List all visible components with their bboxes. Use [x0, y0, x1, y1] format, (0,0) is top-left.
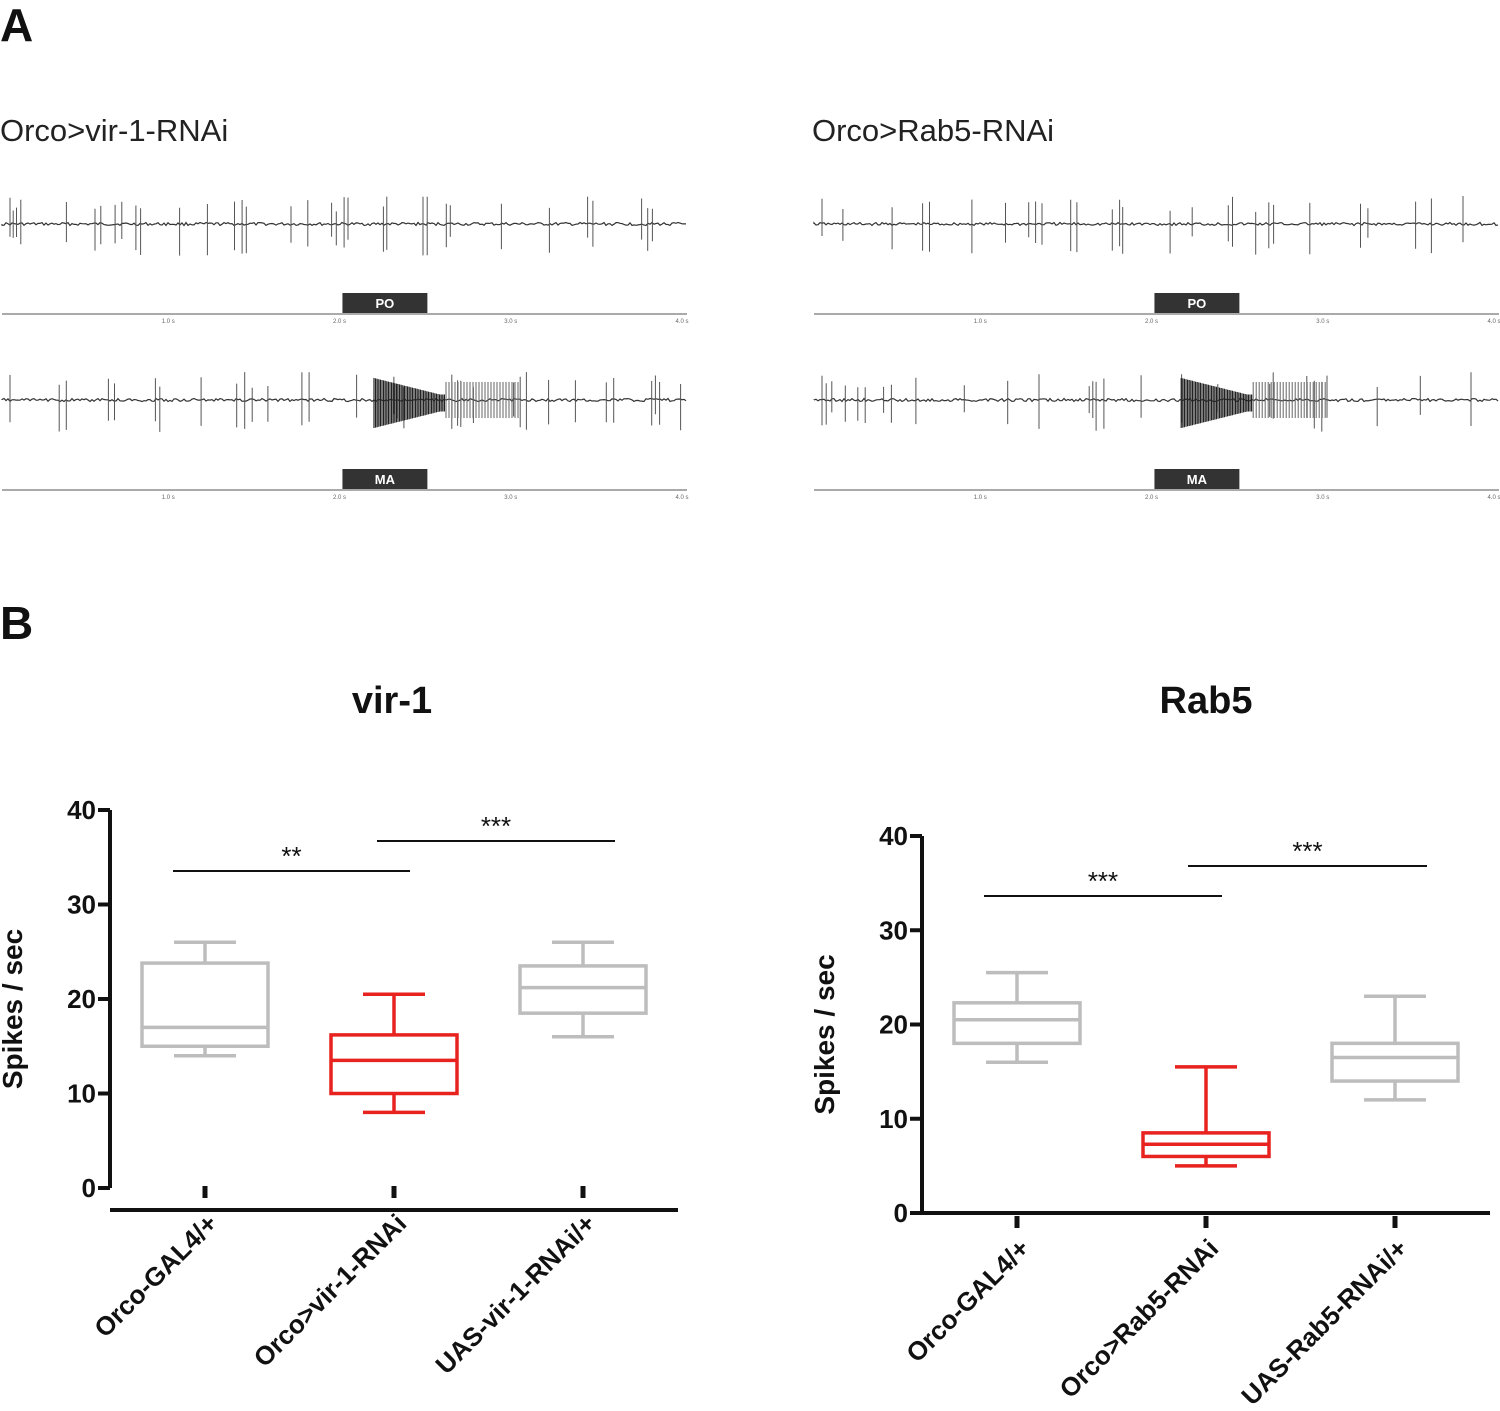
significance-label: ***: [1292, 836, 1322, 866]
stimulus-label: PO: [376, 296, 395, 311]
time-tick-label: 2.0 s: [1145, 495, 1158, 501]
x-category-label: UAS-vir-1-RNAi/+: [429, 1208, 601, 1380]
x-category-label: Orco>vir-1-RNAi: [247, 1208, 412, 1373]
time-tick-label: 2.0 s: [333, 319, 346, 325]
time-tick-label: 1.0 s: [974, 495, 987, 501]
x-category-label: Orco>Rab5-RNAi: [1053, 1233, 1224, 1404]
stimulus-label: PO: [1188, 296, 1207, 311]
trace-axis-po-0: PO 1.0 s 2.0 s 3.0 s 4.0 s: [2, 293, 689, 325]
significance-label: ***: [481, 811, 511, 841]
boxplot-chart-0: 0 10 20 30 40 Spikes / sec Orco-GAL4/+ Orco>vir…: [0, 795, 678, 1380]
box-2: UAS-Rab5-RNAi/+: [1235, 994, 1460, 1411]
box-iqr: [1330, 1041, 1460, 1083]
stimulus-bar: [1154, 293, 1240, 313]
trace-spikes: [9, 372, 682, 432]
stimulus-label: MA: [375, 472, 396, 487]
x-category-label: UAS-Rab5-RNAi/+: [1235, 1233, 1413, 1411]
time-tick-label: 1.0 s: [974, 319, 987, 325]
significance-label: **: [281, 841, 301, 871]
time-tick-label: 3.0 s: [504, 319, 517, 325]
trace-baseline: [813, 221, 1499, 227]
box-0: Orco-GAL4/+: [900, 970, 1082, 1368]
time-tick-label: 3.0 s: [1316, 319, 1329, 325]
y-tick-label: 30: [67, 890, 96, 920]
y-tick-label: 40: [67, 795, 96, 825]
y-tick-label: 10: [879, 1104, 908, 1134]
trace-title-left: Orco>vir-1-RNAi: [0, 113, 229, 148]
trace-burst: [1180, 378, 1253, 428]
panel-a-label: A: [0, 0, 34, 51]
trace-po-1: [813, 196, 1499, 255]
box-iqr: [518, 964, 648, 1015]
trace-spikes: [821, 196, 1464, 255]
x-category-label: Orco-GAL4/+: [900, 1233, 1035, 1368]
stimulus-label: MA: [1187, 472, 1208, 487]
y-axis-label: Spikes / sec: [0, 929, 28, 1089]
trace-burst: [373, 378, 445, 428]
time-tick-label: 1.0 s: [162, 319, 175, 325]
y-tick-label: 20: [879, 1010, 908, 1040]
trace-burst-tail: [1252, 382, 1326, 418]
y-tick-label: 0: [894, 1198, 908, 1228]
trace-baseline: [1, 397, 687, 403]
x-category-label: Orco-GAL4/+: [88, 1208, 223, 1343]
significance-label: ***: [1088, 866, 1118, 896]
trace-ma-0: [1, 372, 687, 432]
y-tick-label: 30: [879, 915, 908, 945]
y-tick-label: 20: [67, 984, 96, 1014]
y-tick-label: 10: [67, 1079, 96, 1109]
stimulus-bar: [342, 469, 428, 489]
trace-spikes: [821, 372, 1472, 432]
trace-spikes: [9, 196, 653, 256]
box-0: Orco-GAL4/+: [88, 940, 270, 1343]
trace-axis-po-1: PO 1.0 s 2.0 s 3.0 s 4.0 s: [814, 293, 1500, 325]
box-iqr: [140, 961, 270, 1049]
time-tick-label: 4.0 s: [675, 495, 688, 501]
time-tick-label: 3.0 s: [1316, 495, 1329, 501]
box-2: UAS-vir-1-RNAi/+: [429, 940, 648, 1380]
time-tick-label: 2.0 s: [333, 495, 346, 501]
boxplot-chart-1: 0 10 20 30 40 Spikes / sec Orco-GAL4/+ Orco>Rab…: [809, 821, 1490, 1411]
trace-title-right: Orco>Rab5-RNAi: [812, 113, 1055, 148]
y-tick-label: 0: [82, 1173, 96, 1203]
time-tick-label: 3.0 s: [504, 495, 517, 501]
stimulus-bar: [1154, 469, 1240, 489]
time-tick-label: 1.0 s: [162, 495, 175, 501]
trace-axis-ma-1: MA 1.0 s 2.0 s 3.0 s 4.0 s: [814, 469, 1500, 501]
y-axis-label: Spikes / sec: [809, 954, 840, 1114]
box-1: Orco>vir-1-RNAi: [247, 992, 459, 1373]
box-iqr: [952, 1001, 1082, 1046]
box-iqr: [329, 1033, 459, 1096]
y-tick-label: 40: [879, 821, 908, 851]
trace-ma-1: [813, 372, 1499, 432]
trace-baseline: [813, 397, 1499, 403]
chart-title-right: Rab5: [1159, 680, 1253, 722]
time-tick-label: 4.0 s: [675, 319, 688, 325]
panel-b-label: B: [0, 597, 34, 649]
stimulus-bar: [342, 293, 428, 313]
box-1: Orco>Rab5-RNAi: [1053, 1065, 1271, 1404]
time-tick-label: 2.0 s: [1145, 319, 1158, 325]
time-tick-label: 4.0 s: [1487, 319, 1500, 325]
chart-title-left: vir-1: [351, 680, 433, 722]
trace-burst-tail: [445, 382, 519, 418]
trace-po-0: [1, 196, 686, 256]
trace-baseline: [1, 221, 686, 227]
trace-axis-ma-0: MA 1.0 s 2.0 s 3.0 s 4.0 s: [2, 469, 689, 501]
time-tick-label: 4.0 s: [1487, 495, 1500, 501]
